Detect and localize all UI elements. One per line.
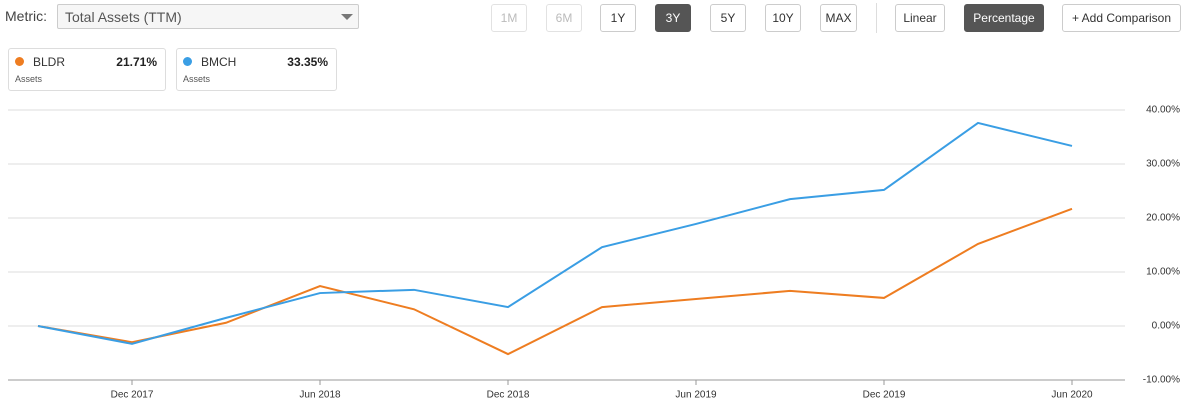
x-tick-label: Dec 2018 [487,390,530,401]
legend-sublabel: Assets [183,74,211,84]
range-button[interactable]: 1Y [600,4,636,32]
y-tick-label: 10.00% [1146,267,1180,278]
y-tick-label: -10.00% [1143,375,1180,386]
legend-dot [15,57,24,66]
separator [876,3,877,33]
y-tick-label: 20.00% [1146,213,1180,224]
dropdown-arrow [341,14,353,20]
x-tick-label: Jun 2020 [1051,390,1093,401]
range-button: 6M [546,4,582,32]
x-tick-label: Jun 2018 [299,390,341,401]
series-line [37,121,1073,345]
y-tick-label: 0.00% [1152,321,1180,332]
range-button: 1M [491,4,527,32]
scale-button[interactable]: Percentage [964,4,1044,32]
x-tick-label: Jun 2019 [675,390,717,401]
legend-name: BLDR [33,55,66,69]
range-button[interactable]: 5Y [710,4,746,32]
legend-name: BMCH [201,55,237,69]
legend-item: BMCH 33.35% Assets [176,48,337,91]
series-line [37,207,1073,356]
y-tick-label: 40.00% [1146,105,1180,116]
range-button[interactable]: 3Y [655,4,691,32]
scale-button[interactable]: Linear [895,4,945,32]
x-tick-label: Dec 2017 [111,390,154,401]
legend-sublabel: Assets [15,74,43,84]
legend-value: 21.71% [116,55,157,69]
legend-item: BLDR 21.71% Assets [8,48,166,91]
metric-dropdown[interactable]: Total Assets (TTM) [57,4,359,29]
metric-label: Metric: [5,8,47,24]
y-tick-label: 30.00% [1146,159,1180,170]
x-tick-label: Dec 2019 [863,390,906,401]
range-button[interactable]: 10Y [765,4,801,32]
range-button[interactable]: MAX [820,4,857,32]
add-comparison-button[interactable]: + Add Comparison [1062,4,1181,32]
legend-value: 33.35% [287,55,328,69]
metric-value: Total Assets (TTM) [65,9,182,25]
legend-dot [183,57,192,66]
